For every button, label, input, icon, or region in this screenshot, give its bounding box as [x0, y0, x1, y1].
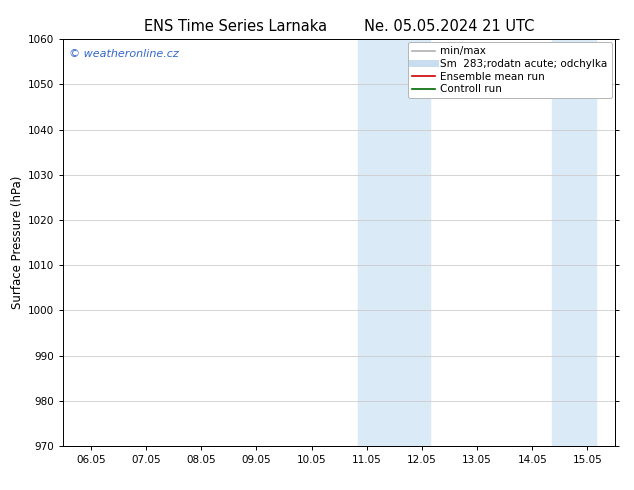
Legend: min/max, Sm  283;rodatn acute; odchylka, Ensemble mean run, Controll run: min/max, Sm 283;rodatn acute; odchylka, … [408, 42, 612, 98]
Y-axis label: Surface Pressure (hPa): Surface Pressure (hPa) [11, 176, 24, 309]
Bar [358, 39, 430, 446]
Text: © weatheronline.cz: © weatheronline.cz [69, 49, 179, 59]
Bar [552, 39, 596, 446]
Title: ENS Time Series Larnaka        Ne. 05.05.2024 21 UTC: ENS Time Series Larnaka Ne. 05.05.2024 2… [144, 19, 534, 34]
